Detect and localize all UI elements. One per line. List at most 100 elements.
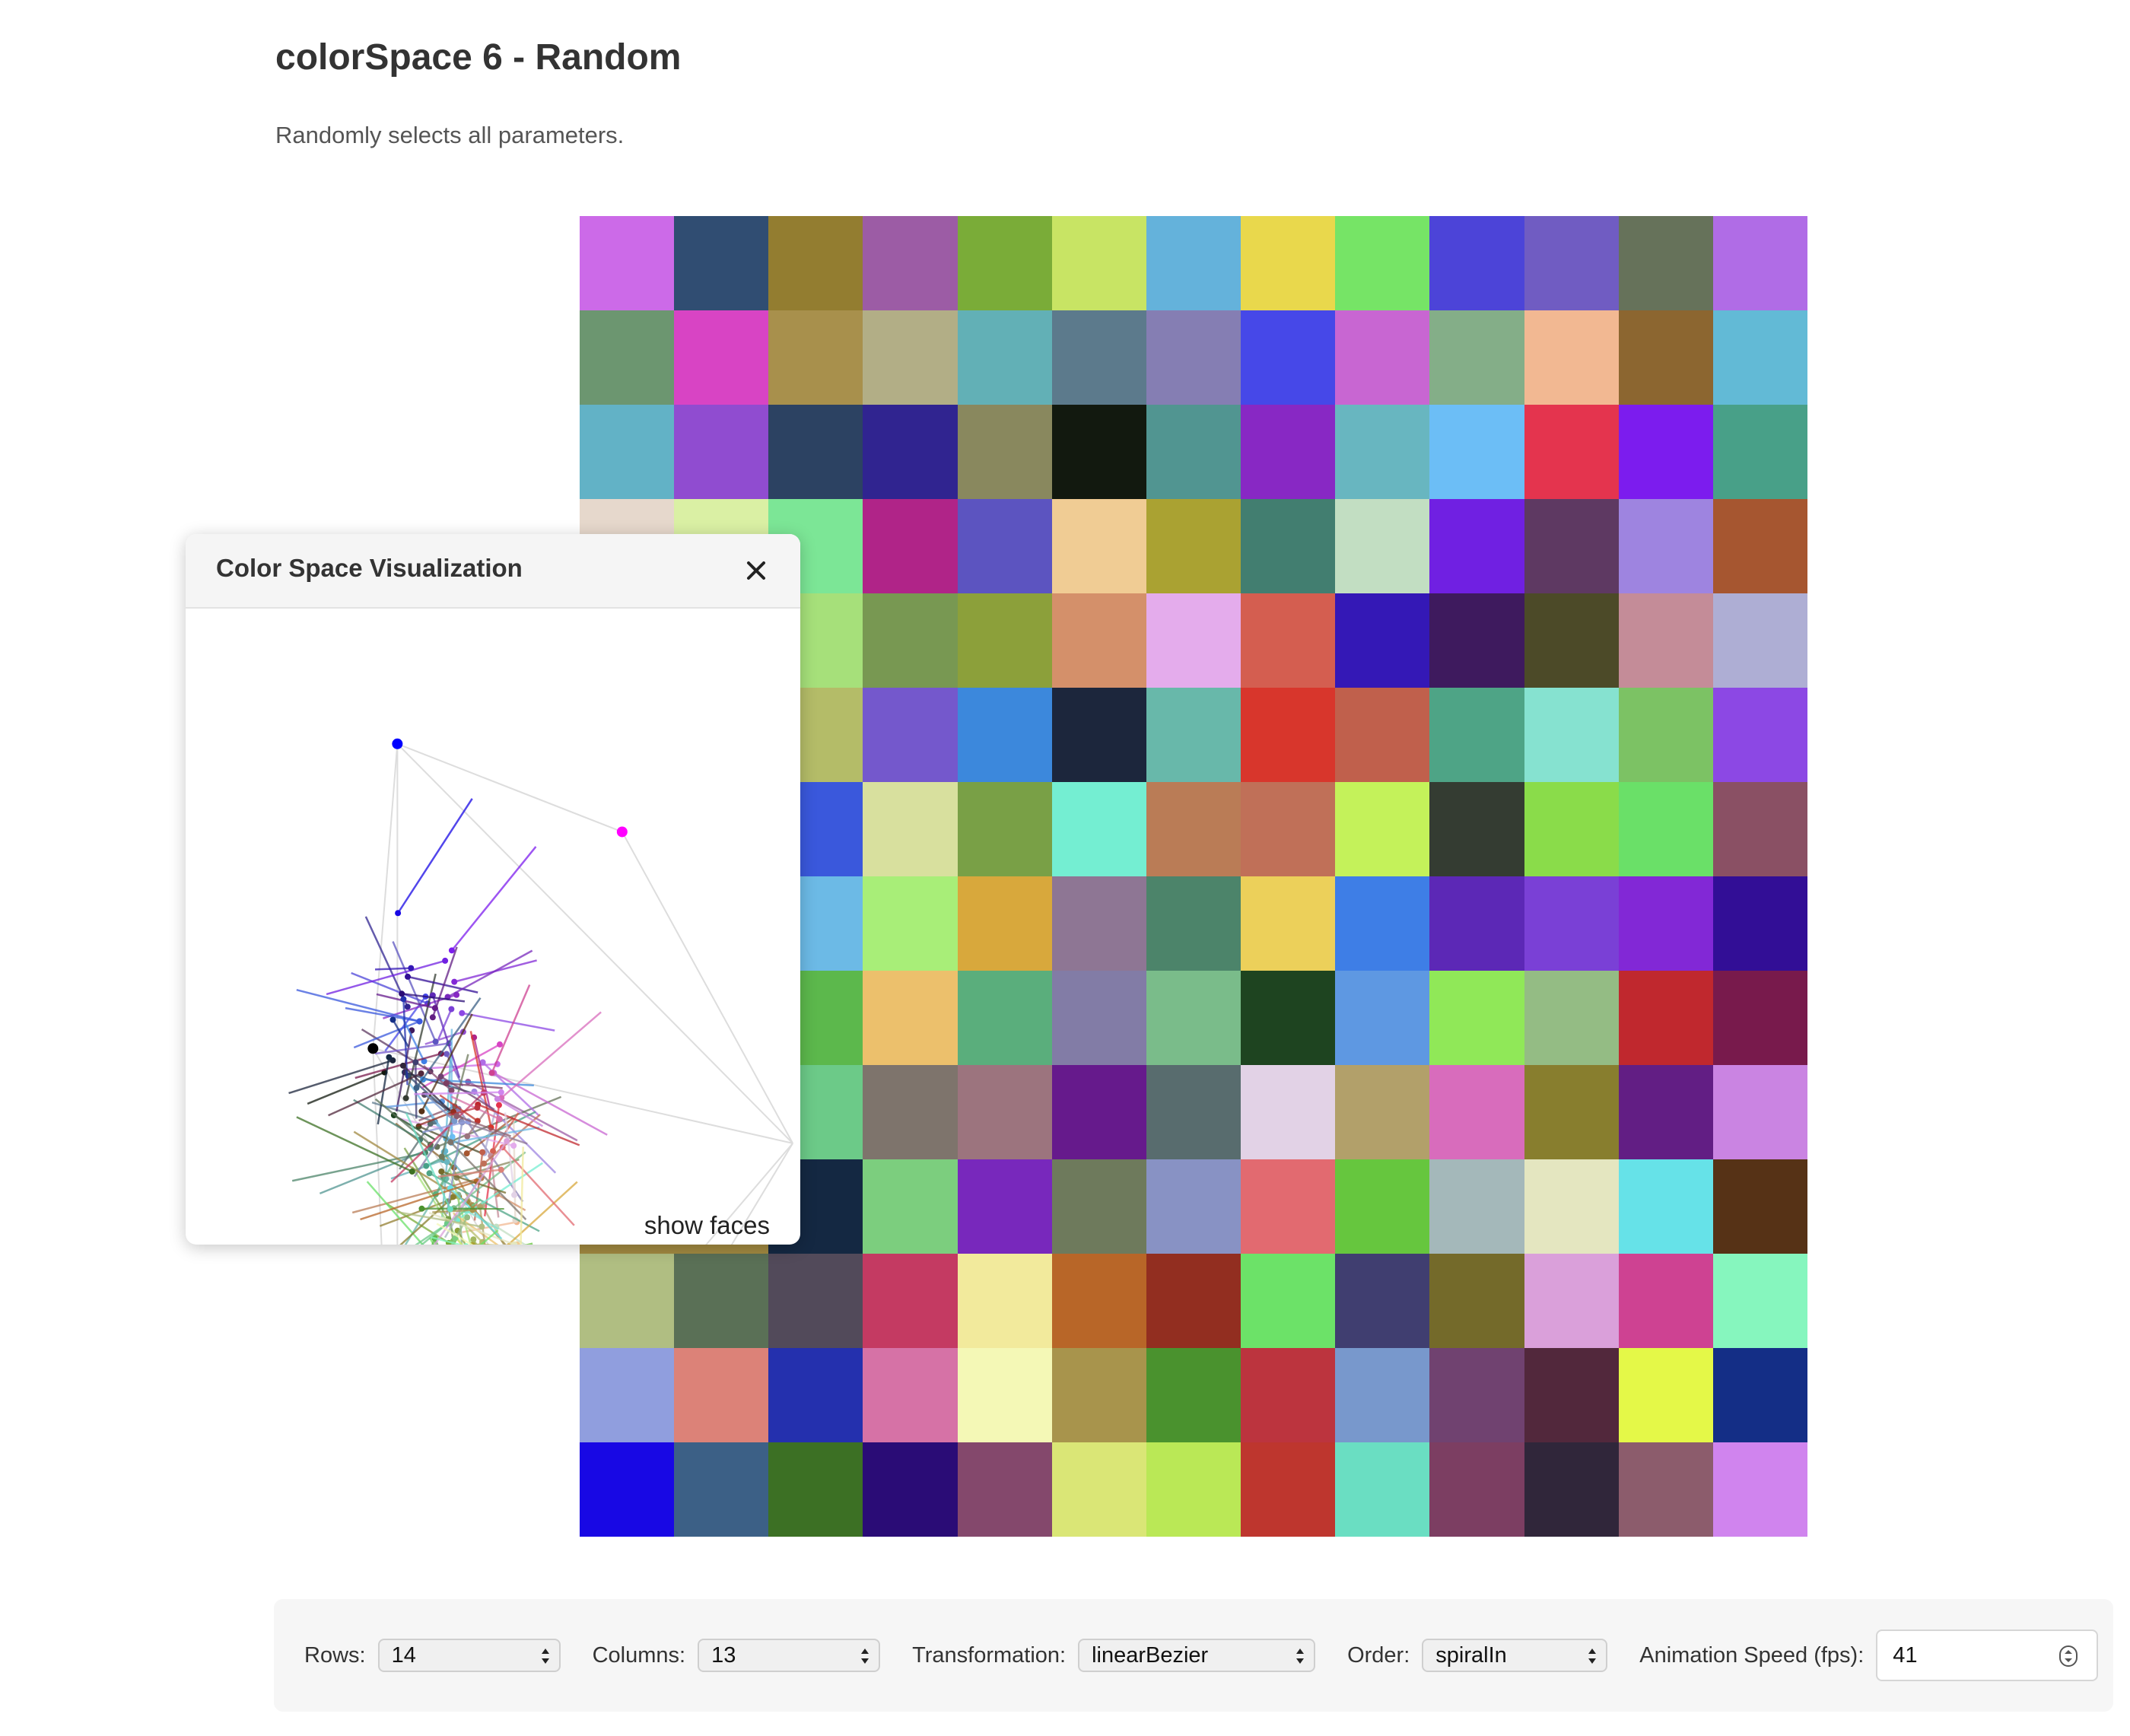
color-point	[443, 1051, 450, 1057]
color-point	[447, 1206, 453, 1213]
color-trajectory-line	[353, 1099, 421, 1141]
color-point	[423, 1162, 430, 1169]
color-trajectory-line	[402, 1064, 451, 1112]
close-icon[interactable]	[739, 554, 773, 587]
show-faces-toggle[interactable]: show faces	[644, 1211, 770, 1239]
color-cell	[957, 1348, 1052, 1442]
color-space-plot[interactable]	[186, 609, 800, 1245]
speed-label: Animation Speed (fps):	[1639, 1642, 1865, 1668]
tetrahedron-edge	[396, 743, 793, 1144]
color-point	[386, 1054, 393, 1060]
color-point	[474, 1105, 481, 1111]
color-trajectory-line	[396, 1210, 482, 1228]
color-trajectory-line	[460, 1120, 528, 1145]
color-cell	[957, 876, 1052, 971]
color-trajectory-line	[376, 993, 436, 1009]
color-point	[418, 1108, 425, 1114]
color-point	[494, 1095, 501, 1102]
color-cell	[1429, 782, 1524, 876]
color-cell	[1241, 216, 1336, 310]
speed-value: 41	[1893, 1643, 1918, 1668]
color-trajectory-line	[360, 1180, 477, 1221]
color-cell	[1146, 310, 1241, 405]
color-cell	[768, 1442, 863, 1537]
color-cell	[1241, 499, 1336, 593]
color-cell	[1524, 688, 1619, 782]
animation-speed-input[interactable]: 41	[1876, 1629, 2099, 1681]
color-trajectory-line	[328, 1072, 422, 1117]
color-cell	[1146, 876, 1241, 971]
color-cell	[674, 1442, 769, 1537]
color-cell	[957, 1254, 1052, 1348]
color-point	[448, 947, 455, 954]
color-cell	[1335, 310, 1430, 405]
color-cell	[1618, 782, 1713, 876]
color-cell	[1051, 216, 1146, 310]
color-point	[479, 1149, 486, 1156]
color-cell	[1146, 499, 1241, 593]
color-point	[418, 1205, 425, 1212]
color-trajectory-line	[421, 1013, 473, 1112]
color-cell	[1429, 876, 1524, 971]
color-cell	[863, 1254, 958, 1348]
color-trajectory-line	[462, 1012, 555, 1032]
panel-header: Color Space Visualization	[186, 534, 800, 609]
transformation-select[interactable]: linearBezier	[1078, 1639, 1316, 1672]
color-point	[413, 1085, 420, 1092]
color-cell	[1618, 688, 1713, 782]
color-cell	[674, 1254, 769, 1348]
color-cell	[1524, 1442, 1619, 1537]
color-trajectory-line	[497, 1098, 544, 1127]
color-trajectory-line	[450, 1188, 503, 1240]
order-select[interactable]: spiralIn	[1422, 1639, 1608, 1672]
color-point	[481, 1160, 488, 1167]
select-arrows-icon	[541, 1649, 549, 1664]
color-trajectory-line	[437, 1168, 501, 1178]
columns-value: 13	[711, 1643, 736, 1668]
color-cell	[580, 1348, 675, 1442]
color-point	[504, 1137, 510, 1144]
color-cell	[1241, 782, 1336, 876]
color-trajectory-line	[424, 1031, 464, 1045]
color-trajectory-line	[446, 1082, 503, 1089]
color-trajectory-line	[397, 1117, 514, 1147]
color-cell	[1429, 971, 1524, 1065]
select-arrows-icon	[861, 1649, 869, 1664]
color-cell	[1712, 688, 1807, 782]
color-trajectory-line	[307, 1071, 385, 1105]
color-cell	[1712, 876, 1807, 971]
color-point	[479, 1059, 486, 1066]
spinner-icon[interactable]	[2058, 1645, 2078, 1668]
color-cell	[1335, 1348, 1430, 1442]
page-description: Randomly selects all parameters.	[275, 122, 625, 148]
color-cell	[1146, 593, 1241, 688]
color-point	[437, 1073, 444, 1080]
color-cell	[863, 876, 958, 971]
tetrahedron-edge	[373, 1048, 793, 1144]
color-point	[429, 1014, 436, 1021]
color-point	[511, 1191, 518, 1198]
color-cell	[1429, 593, 1524, 688]
rows-select[interactable]: 14	[377, 1639, 561, 1672]
color-cell	[1524, 1159, 1619, 1254]
color-cell	[1618, 1254, 1713, 1348]
color-point	[402, 1095, 409, 1102]
color-cell	[1429, 688, 1524, 782]
color-point	[409, 1168, 415, 1175]
columns-label: Columns:	[592, 1642, 686, 1668]
color-cell	[1146, 688, 1241, 782]
color-cell	[1429, 310, 1524, 405]
color-cell	[580, 1254, 675, 1348]
color-cell	[957, 593, 1052, 688]
color-trajectory-line	[374, 967, 412, 971]
color-trajectory-line	[326, 959, 446, 996]
color-cell	[1429, 1065, 1524, 1159]
color-cell	[1051, 1065, 1146, 1159]
color-point	[443, 1159, 450, 1165]
color-cell	[1429, 1254, 1524, 1348]
color-trajectory-line	[428, 1212, 515, 1245]
color-trajectory-line	[501, 1146, 575, 1226]
transformation-value: linearBezier	[1092, 1643, 1209, 1668]
columns-select[interactable]: 13	[698, 1639, 881, 1672]
color-trajectory-line	[493, 1072, 608, 1136]
